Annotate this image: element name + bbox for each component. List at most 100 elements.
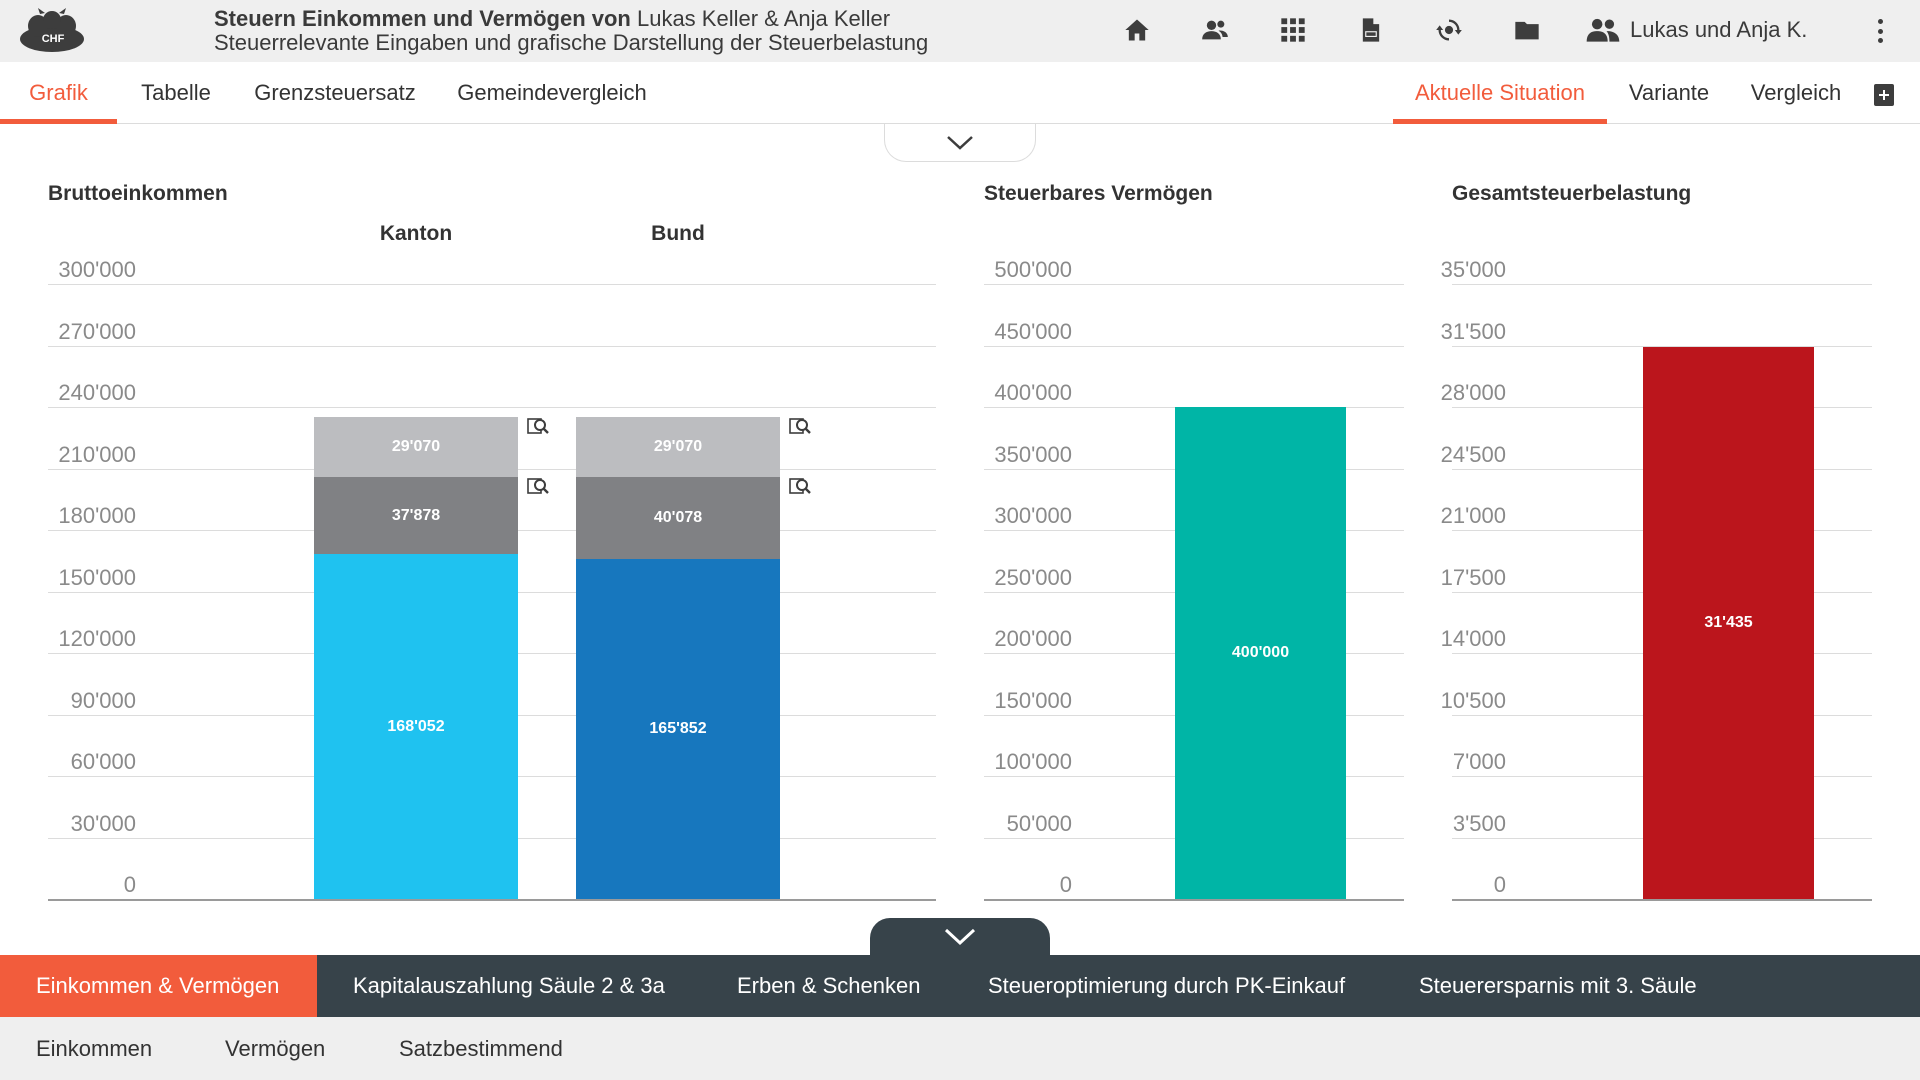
kanton-bar-segment: 29'070 [314,417,518,477]
income-tick-label: 210'000 [58,441,136,467]
income-tick-label: 270'000 [58,318,136,344]
page-subtitle: Steuerrelevante Eingaben und grafische D… [214,30,929,55]
view-tabbar: Grafik Tabelle Grenzsteuersatz Gemeindev… [0,62,1920,124]
clients-icon[interactable] [1198,13,1232,47]
tax-tick-label: 0 [1493,872,1506,897]
subcategory-vermoegen[interactable]: Vermögen [225,1035,326,1061]
income-tick-label: 120'000 [58,626,136,651]
category-saeule-3[interactable]: Steuerersparnis mit 3. Säule [1419,973,1697,998]
tax-gridline [1452,284,1872,285]
category-einkommen-vermoegen[interactable]: Einkommen & Vermögen [0,955,317,1017]
bund-bar-segment: 165'852 [576,559,780,899]
income-tick-label: 60'000 [70,749,136,774]
bund-mid-zoom-icon[interactable] [788,475,812,499]
collapse-header-button[interactable] [884,124,1036,162]
wealth-tick-label: 100'000 [994,749,1072,774]
subcategory-einkommen[interactable]: Einkommen [36,1035,153,1061]
income-gridline [48,284,936,285]
kanton-mid-zoom-icon[interactable] [526,475,550,499]
tax-tick-label: 31'500 [1440,318,1506,344]
tab-variante[interactable]: Variante [1628,80,1710,105]
wealth-tick-label: 350'000 [994,441,1072,467]
bund-top-zoom-icon[interactable] [788,415,812,439]
title-prefix: Steuern Einkommen und Vermögen von [214,6,631,31]
tax-baseline [1452,899,1872,901]
add-variant-icon[interactable] [1874,84,1894,106]
chevron-down-icon [947,135,973,150]
tax-tick-label: 14'000 [1440,626,1506,651]
tax-tick-label: 17'500 [1440,564,1506,590]
collapse-footer-button[interactable] [870,918,1050,956]
bund-label: Bund [651,222,705,245]
wealth-tick-label: 400'000 [994,380,1072,405]
page-title-block: Steuern Einkommen und Vermögen von Lukas… [214,7,928,55]
tax-tick-label: 10'500 [1440,687,1506,713]
chevron-down-icon [944,928,976,946]
tax-tick-label: 3'500 [1452,810,1506,836]
tax-tick-label: 28'000 [1440,380,1506,405]
category-pk-einkauf[interactable]: Steueroptimierung durch PK-Einkauf [988,973,1346,998]
tab-grenzsteuersatz[interactable]: Grenzsteuersatz [254,80,416,105]
income-gridline [48,345,936,347]
wealth-gridline [984,345,1404,347]
income-baseline [48,899,936,901]
subcategory-bar: Einkommen Vermögen Satzbestimmend [0,1017,1920,1080]
chf-logo[interactable]: CHF [18,6,88,56]
logo-text: CHF [41,33,65,45]
user-menu[interactable]: Lukas und Anja K. [1586,13,1807,47]
wealth-tick-label: 150'000 [994,687,1072,713]
category-bar: Einkommen & Vermögen Kapitalauszahlung S… [0,955,1920,1017]
tax-chart-title: Gesamtsteuerbelastung [1452,182,1692,205]
tab-tabelle[interactable]: Tabelle [141,80,211,105]
income-tick-label: 30'000 [70,810,136,836]
tax-bar: 31'435 [1643,346,1814,899]
wealth-tick-label: 450'000 [994,318,1072,344]
tax-gridline [1452,345,1872,347]
tab-grafik[interactable]: Grafik [0,62,117,124]
tab-aktuelle-situation[interactable]: Aktuelle Situation [1393,62,1607,124]
user-name: Lukas und Anja K. [1630,17,1808,42]
income-tick-label: 300'000 [58,257,136,282]
more-options-icon[interactable] [1870,14,1890,48]
subcategory-satzbestimmend[interactable]: Satzbestimmend [399,1035,563,1061]
wealth-tick-label: 0 [1059,872,1072,897]
income-tick-label: 150'000 [58,564,136,590]
tax-tick-label: 24'500 [1440,441,1506,467]
income-tick-label: 0 [123,872,136,897]
wealth-baseline [984,899,1404,901]
wealth-tick-label: 300'000 [994,503,1072,528]
app-header: CHF Steuern Einkommen und Vermögen von L… [0,0,1920,62]
home-icon[interactable] [1120,13,1154,47]
tax-tick-label: 21'000 [1440,503,1506,528]
kanton-top-zoom-icon[interactable] [526,415,550,439]
wealth-tick-label: 250'000 [994,564,1072,590]
income-tick-label: 180'000 [58,503,136,528]
income-chart-title: Bruttoeinkommen [48,182,228,205]
apps-grid-icon[interactable] [1276,13,1310,47]
pdf-document-icon[interactable] [1354,13,1388,47]
category-kapitalauszahlung[interactable]: Kapitalauszahlung Säule 2 & 3a [353,973,665,998]
kanton-bar-segment: 168'052 [314,554,518,899]
currency-sync-icon[interactable] [1432,13,1466,47]
wealth-tick-label: 50'000 [1006,810,1072,836]
category-erben-schenken[interactable]: Erben & Schenken [737,973,921,998]
bund-bar-segment: 40'078 [576,476,780,559]
couple-icon [1586,18,1620,42]
tax-tick-label: 7'000 [1452,749,1506,774]
wealth-bar: 400'000 [1175,407,1346,899]
tab-gemeindevergleich[interactable]: Gemeindevergleich [457,80,647,105]
folder-icon[interactable] [1510,13,1544,47]
wealth-gridline [984,284,1404,285]
income-tick-label: 240'000 [58,380,136,405]
kanton-bar-segment: 37'878 [314,476,518,555]
bund-bar-segment: 29'070 [576,417,780,477]
wealth-tick-label: 500'000 [994,257,1072,282]
tab-vergleich[interactable]: Vergleich [1750,80,1842,105]
client-names: Lukas Keller & Anja Keller [630,6,891,31]
income-gridline [48,407,936,408]
kanton-label: Kanton [379,222,453,245]
wealth-tick-label: 200'000 [994,626,1072,651]
wealth-chart-title: Steuerbares Vermögen [984,182,1213,205]
tax-tick-label: 35'000 [1440,257,1506,282]
